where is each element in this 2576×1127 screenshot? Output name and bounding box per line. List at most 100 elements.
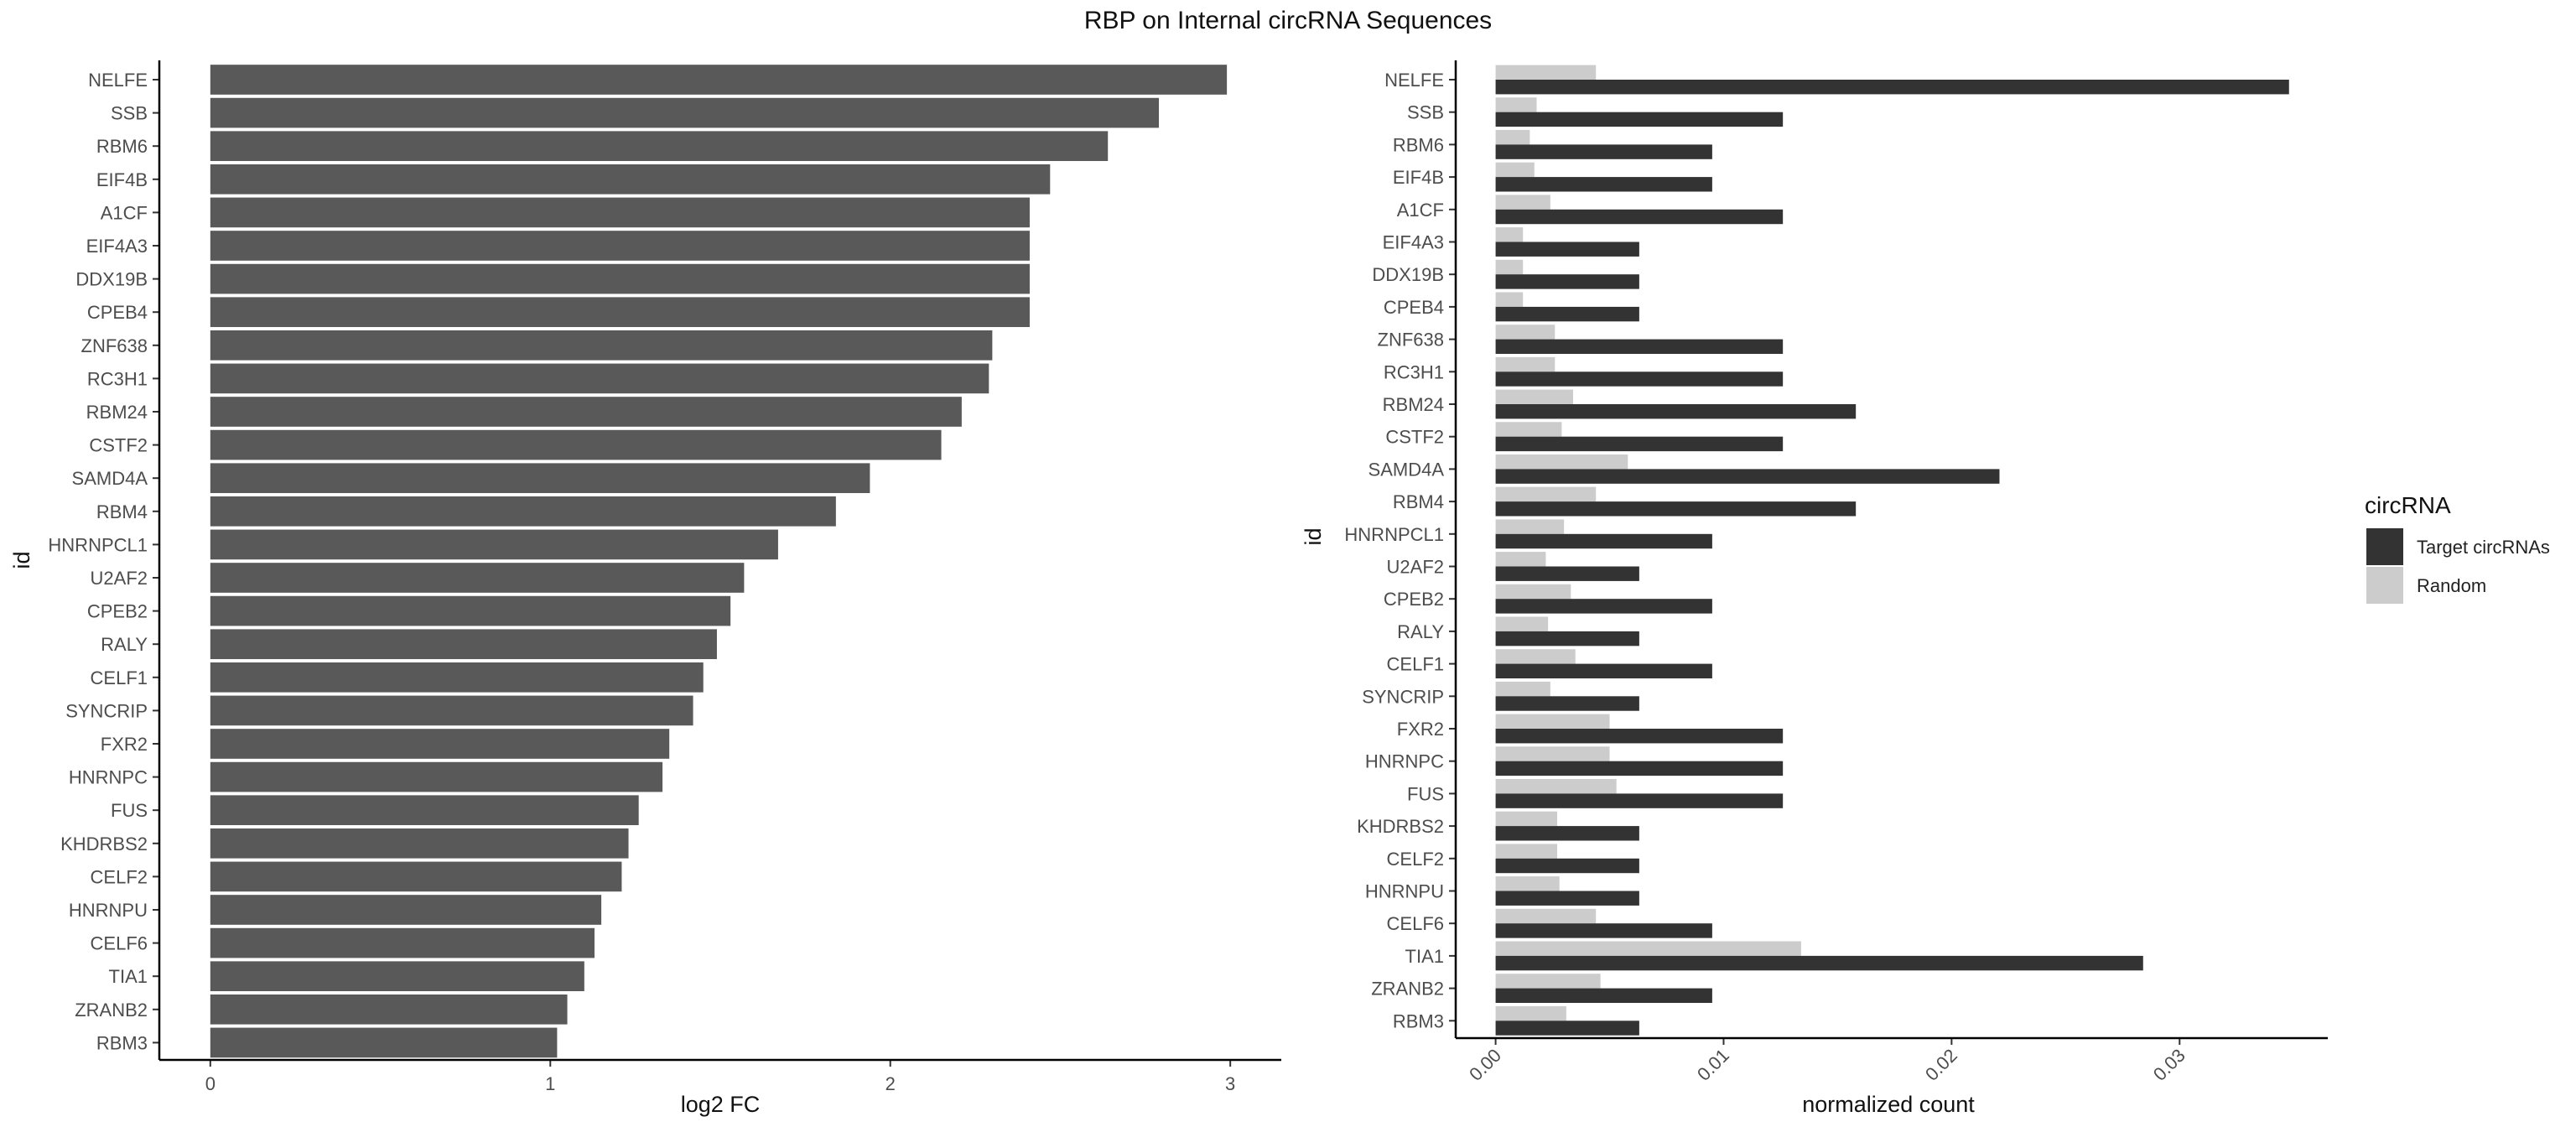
legend-swatch-target-circrnas (2366, 528, 2403, 565)
bar-target-celf2 (1495, 858, 1639, 874)
y-tick-label-ssb: SSB (111, 103, 148, 124)
y-tick-label-hnrnpu: HNRNPU (69, 900, 148, 921)
y-tick-label-celf6: CELF6 (1387, 913, 1444, 934)
legend-label-random: Random (2417, 575, 2486, 596)
bar-log2fc-rbm3 (210, 1027, 558, 1058)
y-tick-label-celf2: CELF2 (1387, 849, 1444, 870)
bar-target-rbm3 (1495, 1021, 1639, 1036)
bar-log2fc-celf1 (210, 662, 704, 693)
y-tick-label-syncrip: SYNCRIP (65, 700, 148, 721)
y-tick-label-znf638: ZNF638 (81, 335, 148, 356)
bar-log2fc-ddx19b (210, 263, 1030, 294)
y-tick-label-eif4a3: EIF4A3 (1383, 232, 1444, 253)
left-x-ticks: 0 1 2 3 (205, 1060, 1235, 1094)
bar-target-rbm4 (1495, 501, 1857, 517)
bar-target-rbm6 (1495, 144, 1712, 159)
bar-random-rbm6 (1495, 129, 1530, 145)
bar-random-hnrnpcl1 (1495, 519, 1565, 534)
y-tick-label-ssb: SSB (1407, 102, 1444, 123)
figure-title: RBP on Internal circRNA Sequences (1084, 7, 1492, 34)
bar-random-raly (1495, 616, 1549, 631)
bar-random-fxr2 (1495, 714, 1610, 729)
bar-random-zranb2 (1495, 974, 1601, 989)
y-tick-label-eif4a3: EIF4A3 (86, 236, 148, 257)
y-tick-label-zranb2: ZRANB2 (75, 1000, 148, 1021)
y-tick-label-eif4b: EIF4B (1393, 167, 1444, 188)
bar-log2fc-raly (210, 629, 717, 660)
y-tick-label-ddx19b: DDX19B (75, 269, 148, 290)
bar-target-rbm24 (1495, 404, 1857, 419)
bar-log2fc-cpeb4 (210, 297, 1030, 328)
y-tick-label-celf2: CELF2 (91, 866, 148, 887)
bar-log2fc-ssb (210, 97, 1160, 128)
bar-target-rc3h1 (1495, 371, 1784, 387)
x-tick-label-0-03: 0.03 (2149, 1045, 2189, 1085)
y-tick-label-rbm6: RBM6 (96, 136, 148, 157)
bar-random-celf1 (1495, 649, 1576, 664)
bar-log2fc-u2af2 (210, 563, 745, 593)
legend-label-target-circrnas: Target circRNAs (2417, 537, 2550, 558)
bar-log2fc-celf2 (210, 861, 622, 892)
bar-random-ddx19b (1495, 259, 1524, 275)
y-tick-label-cstf2: CSTF2 (1385, 427, 1444, 448)
y-tick-label-celf1: CELF1 (1387, 654, 1444, 675)
y-tick-label-fus: FUS (1407, 783, 1444, 804)
bar-log2fc-hnrnpu (210, 895, 602, 925)
bar-log2fc-fus (210, 795, 639, 826)
bar-log2fc-hnrnpc (210, 761, 663, 792)
bar-target-khdrbs2 (1495, 826, 1639, 841)
y-tick-label-a1cf: A1CF (1397, 200, 1444, 221)
y-tick-label-hnrnpc: HNRNPC (69, 767, 148, 788)
y-tick-label-zranb2: ZRANB2 (1371, 979, 1444, 1000)
bar-log2fc-eif4a3 (210, 231, 1030, 261)
y-tick-label-rbm6: RBM6 (1393, 134, 1444, 155)
bar-target-znf638 (1495, 339, 1784, 355)
bar-target-a1cf (1495, 209, 1784, 225)
y-tick-label-samd4a: SAMD4A (1368, 459, 1445, 480)
bar-target-celf6 (1495, 923, 1712, 938)
y-tick-label-khdrbs2: KHDRBS2 (60, 834, 148, 854)
bar-random-syncrip (1495, 681, 1550, 697)
bar-log2fc-celf6 (210, 927, 595, 958)
y-tick-label-hnrnpcl1: HNRNPCL1 (48, 534, 148, 555)
x-tick-label-0-02: 0.02 (1921, 1045, 1961, 1085)
bar-target-fxr2 (1495, 729, 1784, 744)
y-tick-label-cstf2: CSTF2 (89, 435, 148, 456)
y-tick-label-a1cf: A1CF (101, 202, 148, 223)
bar-log2fc-cpeb2 (210, 595, 731, 626)
right-bars (1495, 65, 2289, 1036)
bar-target-samd4a (1495, 469, 2000, 484)
y-tick-label-syncrip: SYNCRIP (1362, 686, 1444, 707)
y-tick-label-celf6: CELF6 (91, 933, 148, 954)
right-panel-normalized-count: NELFE SSB RBM6 EIF4B A1CF EIF4A3 DDX19B CPEB4 ZN… (1301, 60, 2328, 1117)
bar-random-nelfe (1495, 65, 1597, 80)
bar-random-eif4b (1495, 162, 1535, 178)
x-tick-label-1: 1 (545, 1073, 555, 1094)
y-tick-label-raly: RALY (1397, 621, 1444, 642)
legend-title: circRNA (2365, 492, 2451, 518)
left-bars (210, 65, 1228, 1058)
bar-random-rbm4 (1495, 486, 1597, 502)
bar-random-hnrnpu (1495, 876, 1560, 891)
right-y-ticks: NELFE SSB RBM6 EIF4B A1CF EIF4A3 DDX19B CPEB4 ZN… (1344, 70, 1456, 1031)
bar-random-fus (1495, 778, 1617, 794)
y-tick-label-raly: RALY (101, 634, 148, 655)
x-tick-label-0-01: 0.01 (1693, 1045, 1733, 1085)
bar-log2fc-rbm6 (210, 131, 1109, 162)
bar-target-hnrnpc (1495, 761, 1784, 776)
bar-log2fc-khdrbs2 (210, 828, 629, 859)
bar-random-znf638 (1495, 325, 1555, 340)
bar-target-ssb (1495, 112, 1784, 127)
y-tick-label-cpeb4: CPEB4 (87, 302, 148, 323)
bar-random-samd4a (1495, 454, 1628, 470)
bar-random-celf2 (1495, 844, 1557, 859)
right-y-axis-title: id (1301, 527, 1326, 545)
y-tick-label-eif4b: EIF4B (96, 169, 148, 190)
bar-random-u2af2 (1495, 552, 1546, 567)
y-tick-label-khdrbs2: KHDRBS2 (1357, 816, 1444, 837)
bar-target-hnrnpu (1495, 891, 1639, 906)
bar-random-rbm24 (1495, 389, 1574, 404)
bar-target-ddx19b (1495, 274, 1639, 289)
bar-target-zranb2 (1495, 988, 1712, 1004)
